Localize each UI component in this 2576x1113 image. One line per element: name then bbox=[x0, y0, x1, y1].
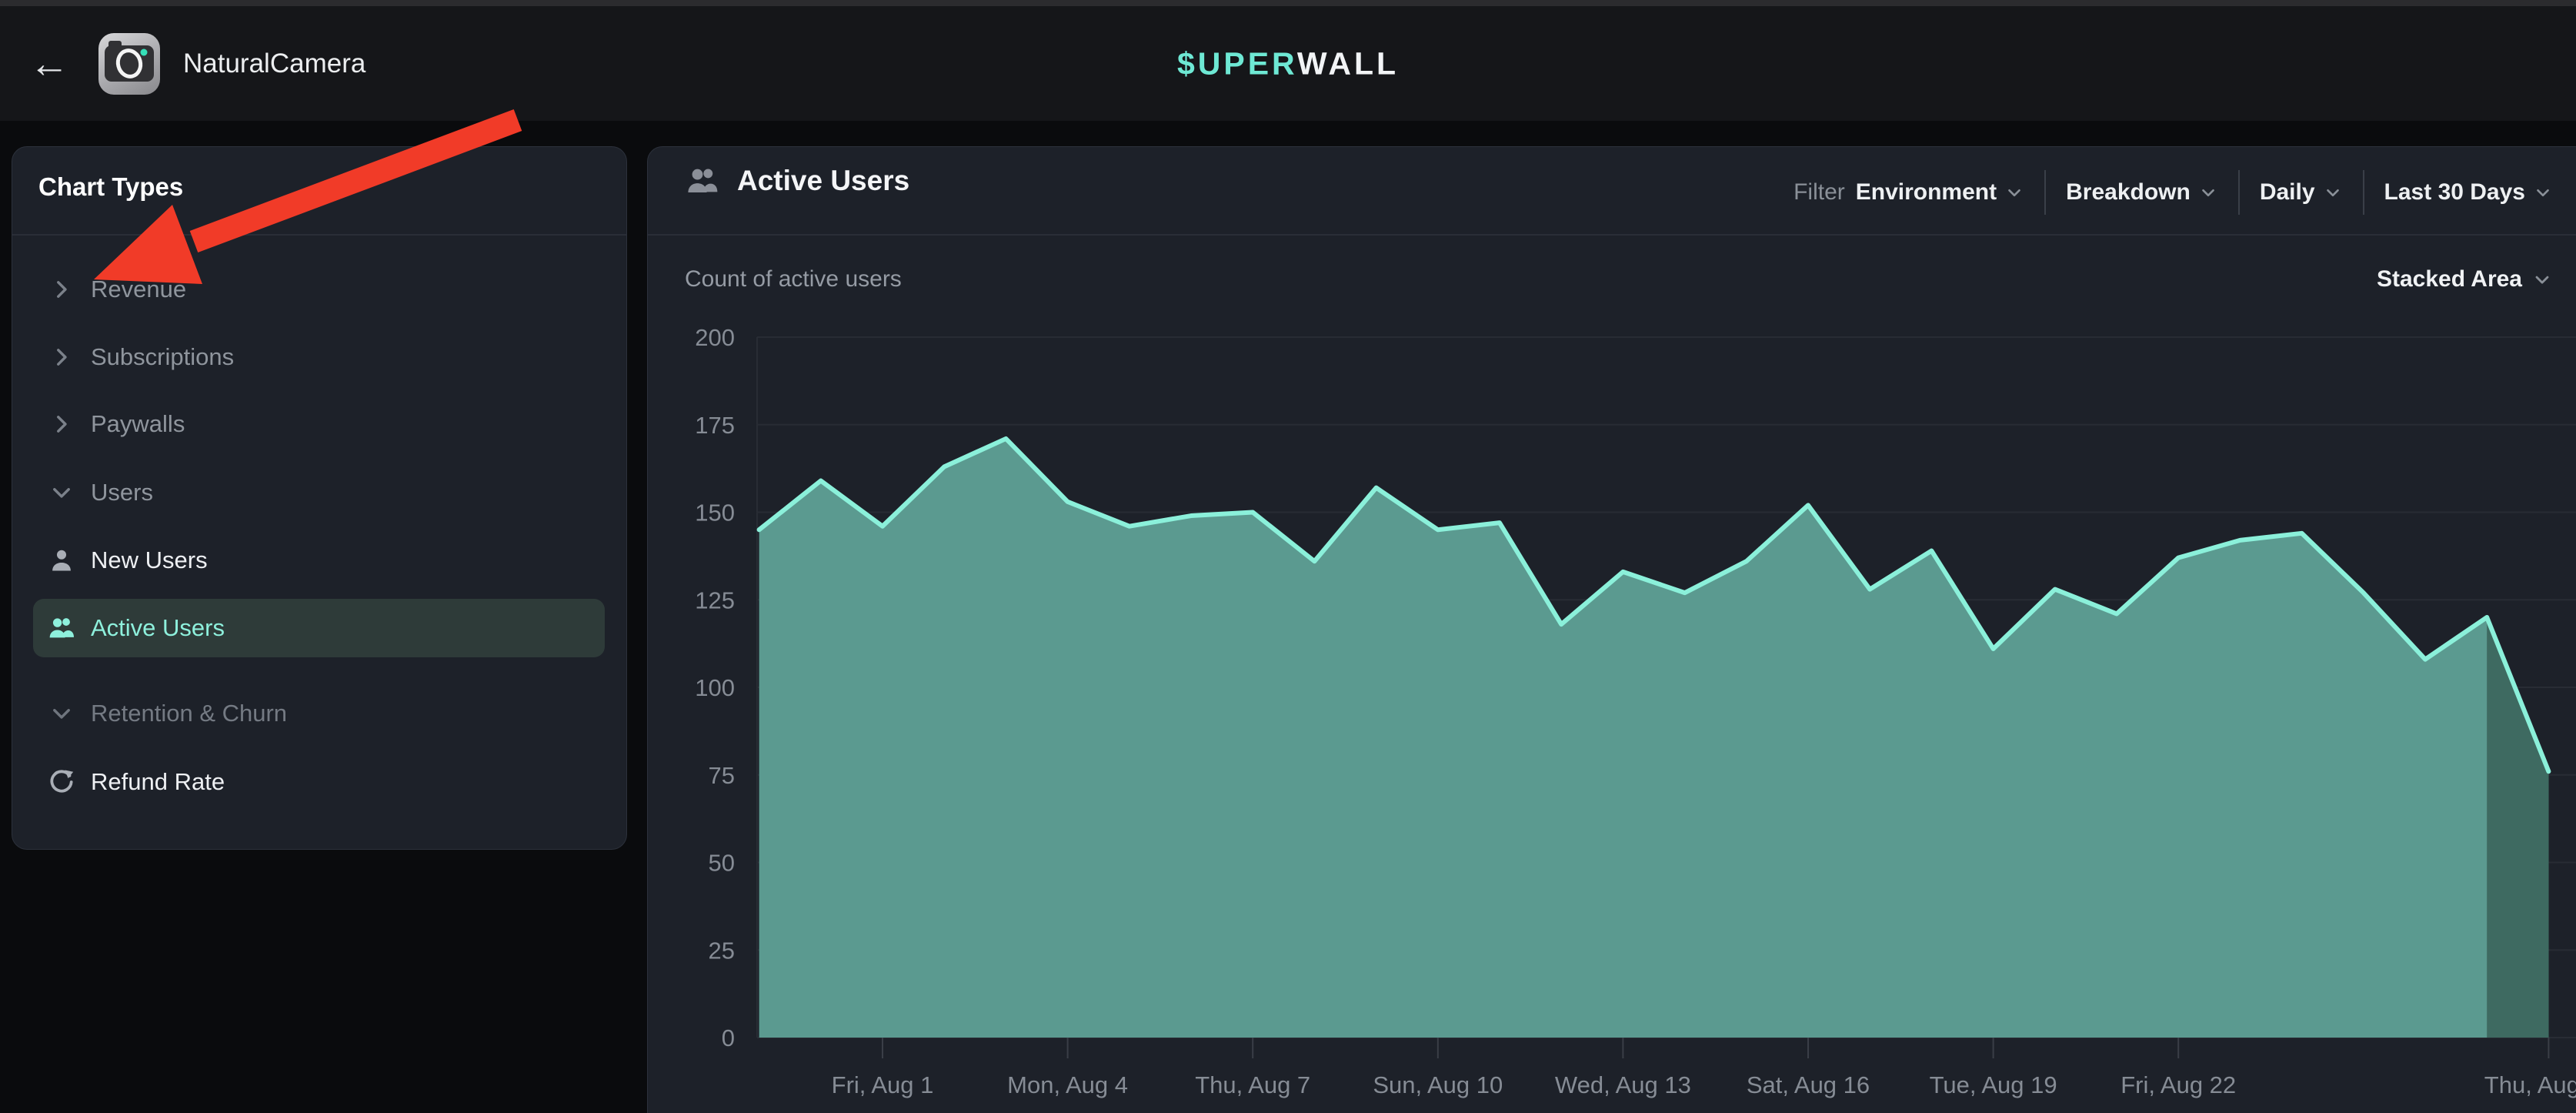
chevron-down-icon[interactable] bbox=[2198, 182, 2218, 202]
filter-date-range[interactable]: Last 30 Days bbox=[2384, 179, 2525, 205]
chevron-down-icon[interactable] bbox=[2004, 182, 2024, 202]
chart-type-value: Stacked Area bbox=[2377, 266, 2522, 292]
filter-separator bbox=[2362, 170, 2364, 215]
chevron-down-icon[interactable] bbox=[2323, 182, 2343, 202]
sidebar-item-new-users[interactable]: New Users bbox=[33, 531, 605, 590]
svg-text:Tue, Aug 19: Tue, Aug 19 bbox=[1930, 1071, 2057, 1098]
sidebar-item-subscriptions[interactable]: Subscriptions bbox=[33, 328, 605, 386]
svg-text:Wed, Aug 13: Wed, Aug 13 bbox=[1555, 1071, 1691, 1098]
app-title: NaturalCamera bbox=[183, 48, 366, 79]
svg-text:175: 175 bbox=[695, 412, 735, 439]
sidebar-item-revenue[interactable]: Revenue bbox=[33, 260, 605, 319]
sidebar-divider bbox=[12, 234, 626, 236]
superwall-logo: $UPERWALL bbox=[1177, 45, 1399, 82]
svg-text:Fri, Aug 1: Fri, Aug 1 bbox=[832, 1071, 934, 1098]
users-icon bbox=[688, 169, 718, 192]
user-icon bbox=[52, 550, 71, 571]
logo-accent-part: $UPER bbox=[1176, 45, 1297, 81]
chevron-down-icon bbox=[53, 709, 70, 719]
chevron-down-icon[interactable] bbox=[2533, 182, 2553, 202]
chevron-right-icon bbox=[57, 281, 67, 298]
svg-text:75: 75 bbox=[709, 762, 735, 789]
filter-bar: Filter Environment Breakdown Daily Last … bbox=[1794, 163, 2553, 222]
svg-text:0: 0 bbox=[722, 1024, 735, 1051]
chevron-right-icon bbox=[57, 416, 67, 433]
svg-text:100: 100 bbox=[695, 674, 735, 701]
svg-text:Sat, Aug 16: Sat, Aug 16 bbox=[1747, 1071, 1870, 1098]
sidebar-item-users[interactable]: Users bbox=[33, 463, 605, 522]
sidebar-item-label: Revenue bbox=[91, 276, 187, 302]
page-title: Active Users bbox=[737, 165, 910, 196]
sidebar-title: Chart Types bbox=[38, 172, 184, 201]
sidebar-item-label: New Users bbox=[91, 546, 208, 573]
svg-text:Sun, Aug 10: Sun, Aug 10 bbox=[1373, 1071, 1503, 1098]
chevron-down-icon bbox=[2531, 269, 2553, 290]
sidebar-item-label: Active Users bbox=[91, 614, 225, 641]
sidebar-item-label: Subscriptions bbox=[91, 343, 235, 370]
svg-text:Thu, Aug 7: Thu, Aug 7 bbox=[1195, 1071, 1310, 1098]
svg-text:200: 200 bbox=[695, 324, 735, 351]
users-icon bbox=[49, 618, 74, 638]
chart-subtitle: Count of active users bbox=[685, 266, 902, 292]
svg-text:Thu, Aug 28: Thu, Aug 28 bbox=[2484, 1071, 2576, 1098]
filter-label: Filter bbox=[1794, 179, 1845, 205]
svg-text:25: 25 bbox=[709, 937, 735, 964]
topbar: ← NaturalCamera $UPERWALL bbox=[0, 6, 2576, 121]
svg-text:Mon, Aug 4: Mon, Aug 4 bbox=[1007, 1071, 1128, 1098]
sidebar-item-label: Users bbox=[91, 479, 153, 506]
chart-type-dropdown[interactable]: Stacked Area bbox=[2377, 266, 2553, 292]
filter-environment[interactable]: Environment bbox=[1855, 179, 1997, 205]
sidebar-item-retention-churn[interactable]: Retention & Churn bbox=[33, 684, 605, 743]
users-icon bbox=[685, 163, 720, 199]
svg-text:150: 150 bbox=[695, 500, 735, 526]
svg-text:Fri, Aug 22: Fri, Aug 22 bbox=[2121, 1071, 2236, 1098]
logo-plain-part: WALL bbox=[1296, 45, 1400, 81]
active-users-area-chart: 0 25 50 75 100 125 150 175 200 Fri, Aug 1 Mon, Aug… bbox=[695, 324, 2576, 1098]
main-header-divider bbox=[648, 234, 2576, 236]
svg-text:125: 125 bbox=[695, 587, 735, 613]
chevron-right-icon bbox=[57, 349, 67, 366]
camera-icon bbox=[105, 40, 154, 82]
app-icon-camera bbox=[98, 32, 160, 95]
filter-breakdown[interactable]: Breakdown bbox=[2066, 179, 2191, 205]
sidebar-item-active-users[interactable]: Active Users bbox=[33, 599, 605, 657]
window-top-strip bbox=[0, 0, 2576, 6]
filter-separator bbox=[2237, 170, 2240, 215]
back-arrow-icon[interactable]: ← bbox=[29, 41, 69, 86]
sidebar-item-refund-rate[interactable]: Refund Rate bbox=[33, 753, 605, 811]
filter-separator bbox=[2044, 170, 2047, 215]
sidebar-item-paywalls[interactable]: Paywalls bbox=[33, 395, 605, 453]
sidebar-item-label: Refund Rate bbox=[91, 768, 225, 795]
sidebar-item-label: Retention & Churn bbox=[91, 700, 288, 727]
svg-text:50: 50 bbox=[709, 850, 735, 877]
chart-subheader: Count of active users Stacked Area bbox=[685, 262, 2553, 297]
main-header: Active Users bbox=[685, 163, 909, 199]
filter-granularity[interactable]: Daily bbox=[2259, 179, 2315, 205]
chevron-down-icon bbox=[53, 488, 70, 498]
sidebar-item-label: Paywalls bbox=[91, 410, 185, 437]
refresh-icon bbox=[50, 770, 74, 793]
